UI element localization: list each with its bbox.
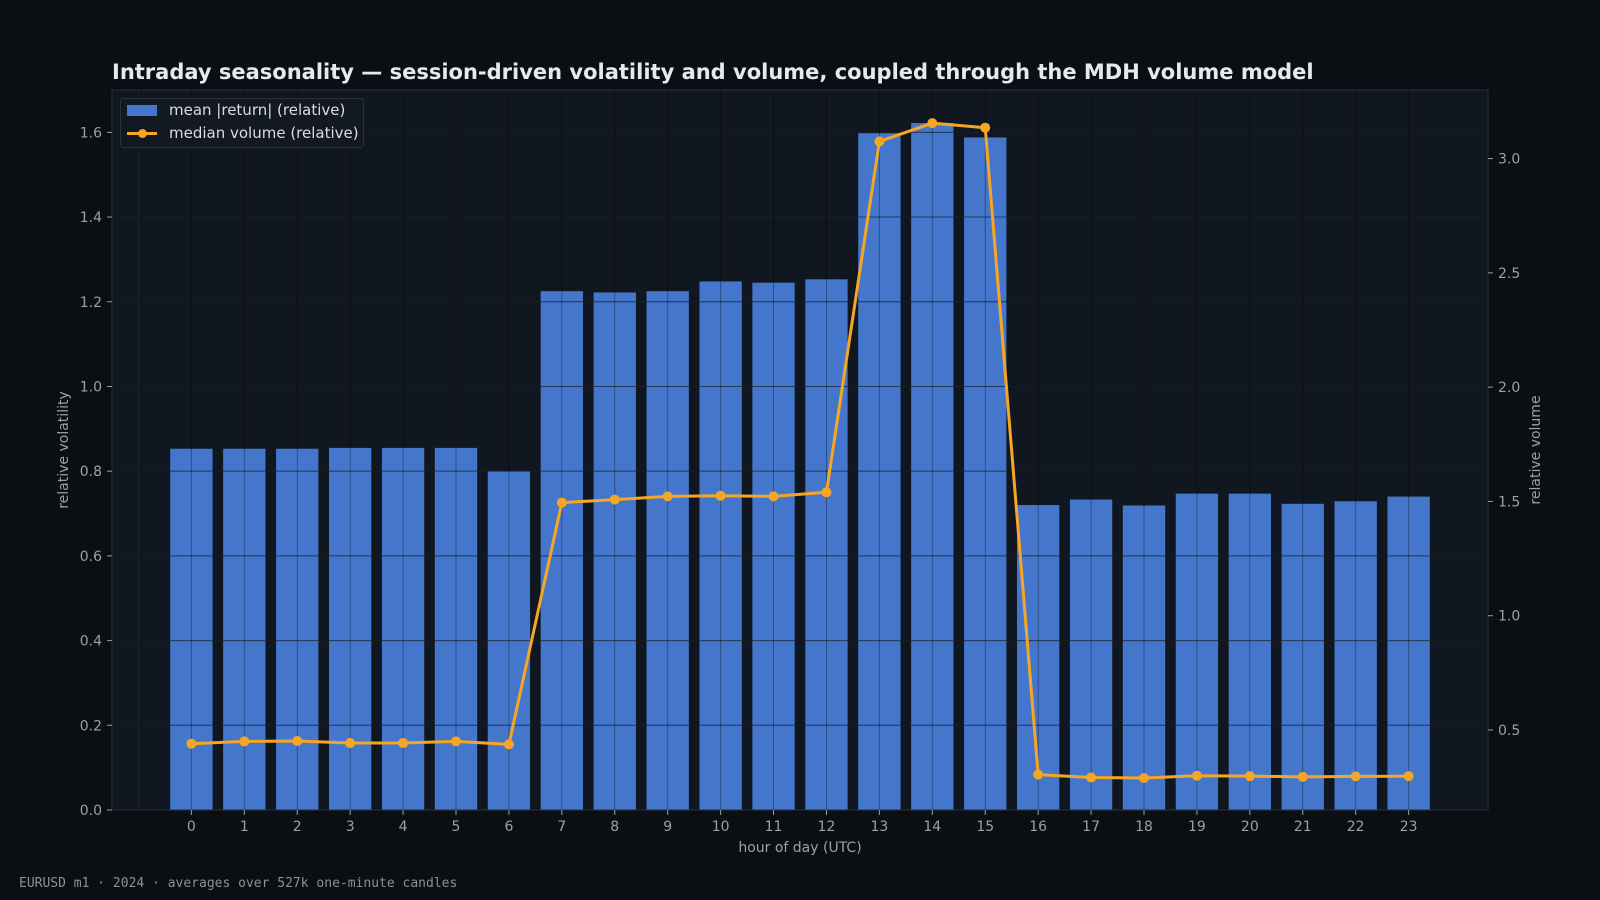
x-tick-label: 7 [557,819,566,835]
chart-legend: mean |return| (relative) median volume (… [120,98,364,148]
y2-tick-label: 1.0 [1498,609,1520,625]
volume-point-hour-2 [292,735,303,746]
x-tick-label: 5 [452,819,461,835]
x-tick-label: 20 [1241,819,1259,835]
chart-title: Intraday seasonality — session-driven vo… [112,60,1314,84]
volume-point-hour-22 [1350,771,1361,782]
y-tick-label: 0.6 [80,549,102,565]
volume-point-hour-6 [503,739,514,750]
x-tick-label: 8 [610,819,619,835]
x-tick-label: 4 [399,819,408,835]
x-tick-label: 17 [1082,819,1100,835]
legend-entry-line: median volume (relative) [127,123,359,143]
y-tick-label: 1.4 [80,210,102,226]
x-tick-label: 19 [1188,819,1206,835]
volume-point-hour-9 [662,491,673,502]
bar-hour-10 [699,281,742,810]
x-axis-label: hour of day (UTC) [738,840,861,856]
y-tick-label: 0.0 [80,803,102,819]
y-tick-label: 1.6 [80,125,102,141]
y2-tick-label: 2.5 [1498,266,1520,282]
volume-point-hour-0 [186,738,197,749]
bar-hour-23 [1387,496,1430,810]
volume-point-hour-19 [1191,770,1202,781]
x-tick-label: 21 [1294,819,1312,835]
x-tick-label: 6 [504,819,513,835]
volume-point-hour-13 [874,136,885,147]
x-tick-label: 2 [293,819,302,835]
volume-point-hour-23 [1403,771,1414,782]
x-tick-label: 22 [1347,819,1365,835]
bar-hour-11 [752,282,795,811]
x-tick-label: 18 [1135,819,1153,835]
volume-point-hour-7 [556,497,567,508]
bar-hour-0 [170,448,213,810]
x-tick-label: 0 [187,819,196,835]
x-tick-label: 14 [923,819,941,835]
y-tick-label: 1.0 [80,379,102,395]
plot-border [111,89,1489,811]
y-tick-label: 1.2 [80,295,102,311]
y2-axis-label: relative volume [1528,395,1544,504]
y2-tick-label: 1.5 [1498,494,1520,510]
bar-hour-9 [646,291,689,810]
volume-point-hour-17 [1086,772,1097,783]
volume-point-hour-18 [1139,773,1149,783]
volume-point-hour-10 [715,490,726,501]
legend-bar-swatch [127,104,157,116]
volume-point-hour-8 [609,494,620,505]
y2-tick-label: 0.5 [1498,723,1520,739]
bar-hour-8 [593,292,636,810]
footer-note: EURUSD m1 · 2024 · averages over 527k on… [19,876,458,891]
x-tick-label: 15 [976,819,994,835]
x-tick-label: 13 [870,819,888,835]
bar-hour-22 [1334,501,1377,810]
volume-point-hour-20 [1244,771,1255,782]
x-tick-label: 10 [712,819,730,835]
bar-hour-19 [1175,493,1219,810]
y-tick-label: 0.2 [80,718,102,734]
volume-point-hour-5 [451,736,461,747]
volume-point-hour-1 [239,736,250,747]
bar-hour-2 [276,448,319,810]
bar-hour-4 [381,447,425,810]
bar-hour-7 [540,291,584,810]
volume-point-hour-4 [398,738,409,749]
legend-label-bars: mean |return| (relative) [169,101,346,119]
volume-point-hour-15 [980,122,991,133]
x-tick-label: 16 [1029,819,1047,835]
y-axis-label: relative volatility [56,391,72,509]
x-tick-label: 23 [1400,819,1418,835]
bar-hour-21 [1281,503,1324,810]
legend-label-line: median volume (relative) [169,124,359,142]
volume-point-hour-12 [821,487,832,498]
legend-line-swatch [127,127,157,139]
volume-point-hour-16 [1033,769,1044,780]
volume-point-hour-21 [1297,771,1308,782]
y2-tick-label: 3.0 [1498,152,1520,168]
bar-hour-12 [805,279,848,810]
x-tick-label: 12 [818,819,836,835]
y2-tick-label: 2.0 [1498,380,1520,396]
legend-entry-bars: mean |return| (relative) [127,100,345,120]
x-tick-label: 1 [240,819,249,835]
volume-line [191,121,1409,780]
x-tick-label: 9 [663,819,672,835]
bar-hour-14 [911,123,954,811]
bar-hour-15 [964,137,1007,810]
bar-hour-1 [223,448,266,810]
bar-hour-20 [1228,493,1272,810]
bar-hour-17 [1069,499,1113,810]
y-tick-label: 0.8 [80,464,102,480]
bar-hour-5 [434,447,478,810]
volume-point-hour-11 [768,491,779,502]
volume-point-hour-3 [345,738,356,749]
x-tick-label: 11 [765,819,783,835]
y-tick-label: 0.4 [80,634,102,650]
volume-point-hour-14 [927,118,938,129]
bar-hour-3 [328,447,372,810]
x-tick-label: 3 [346,819,355,835]
